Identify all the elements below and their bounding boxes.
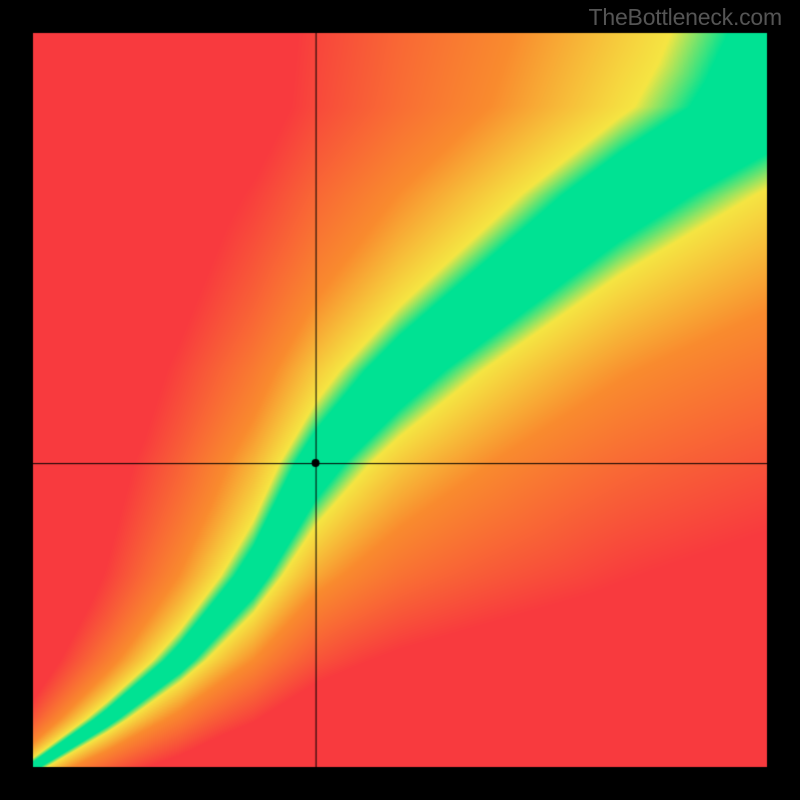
heatmap-canvas [0,0,800,800]
watermark-label: TheBottleneck.com [589,4,782,31]
chart-container: TheBottleneck.com [0,0,800,800]
